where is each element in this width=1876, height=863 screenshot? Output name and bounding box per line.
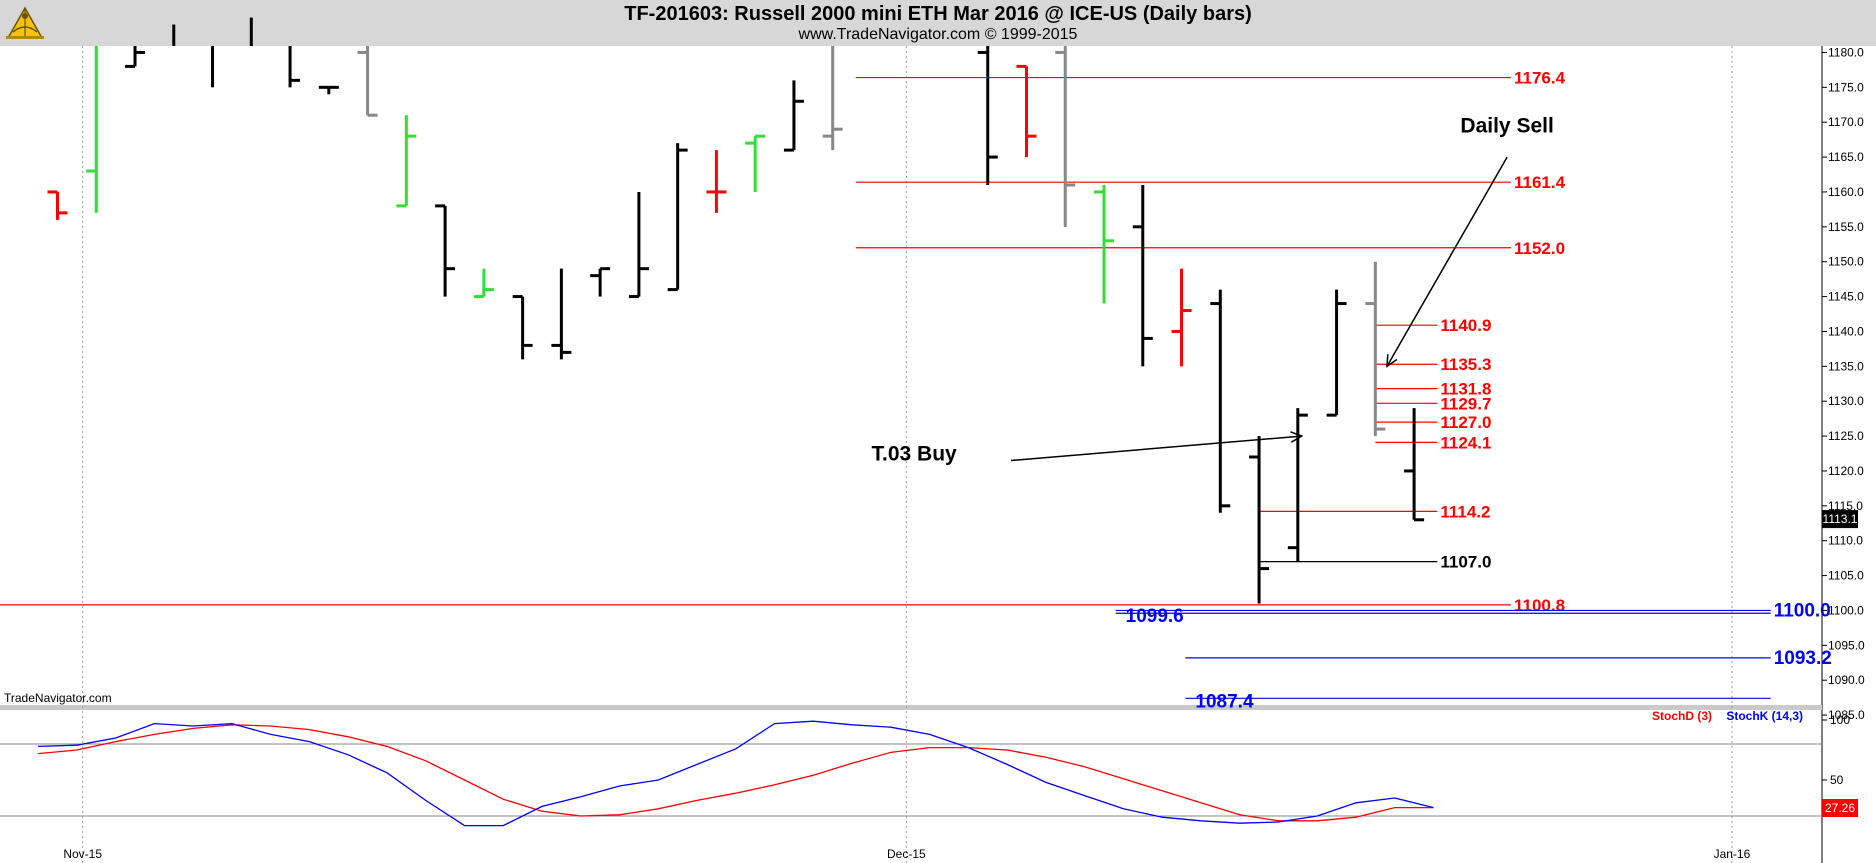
price-tick-label: 1135.0 <box>1828 359 1864 373</box>
current-price-label: 1113.1 <box>1823 512 1858 526</box>
price-level-label: 1087.4 <box>1195 691 1254 712</box>
panel-separator <box>0 705 1822 710</box>
price-tick-label: 1150.0 <box>1828 255 1864 269</box>
annotations: Daily Sell T.03 Buy <box>872 115 1554 466</box>
price-level-label: 1129.7 <box>1440 394 1491 413</box>
stoch-tick-label: 100 <box>1830 713 1850 727</box>
stochastic-reference-lines <box>0 743 1822 817</box>
chart-title: TF-201603: Russell 2000 mini ETH Mar 201… <box>624 3 1252 25</box>
price-tick-label: 1155.0 <box>1828 220 1864 234</box>
sextant-logo-icon <box>6 6 44 39</box>
price-tick-label: 1165.0 <box>1828 150 1864 164</box>
price-level-label: 1152.0 <box>1514 239 1565 258</box>
price-tick-label: 1125.0 <box>1828 429 1864 443</box>
price-tick-label: 1170.0 <box>1828 115 1864 129</box>
price-level-label: 1099.6 <box>1126 606 1184 627</box>
date-tick-label: Jan-16 <box>1714 847 1751 861</box>
price-tick-label: 1115.0 <box>1828 499 1863 513</box>
stoch-current-badge <box>1822 799 1858 817</box>
date-tick-label: Dec-15 <box>887 847 926 861</box>
price-tick-label: 1120.0 <box>1828 464 1864 478</box>
stochastic-axis: 100 50 <box>1822 713 1850 787</box>
price-level-label: 1114.2 <box>1440 502 1490 521</box>
title-bar: TF-201603: Russell 2000 mini ETH Mar 201… <box>0 0 1876 46</box>
price-axis-background <box>1822 46 1876 863</box>
annotation-label: T.03 Buy <box>872 443 958 466</box>
price-tick-label: 1140.0 <box>1828 324 1864 338</box>
price-axis: 1180.0 1175.0 1170.0 1165.0 1160.0 1155.0 1150… <box>1822 45 1865 722</box>
price-tick-label: 1090.0 <box>1828 673 1865 687</box>
price-tick-label: 1110.0 <box>1828 534 1863 548</box>
annotation-arrowhead <box>1386 354 1398 368</box>
price-level-label: 1140.9 <box>1440 316 1491 335</box>
annotation-arrow <box>1386 156 1508 367</box>
stochastic-lines <box>38 720 1434 827</box>
price-tick-label: 1130.0 <box>1828 394 1864 408</box>
ohlc-bars <box>47 17 1425 604</box>
price-tick-label: 1085.0 <box>1828 708 1865 722</box>
date-axis: Nov-15 Dec-15 Jan-16 <box>63 847 1750 861</box>
annotation-label: Daily Sell <box>1460 115 1553 138</box>
price-level-label: 1107.0 <box>1440 553 1491 572</box>
stoch-tick-label: 50 <box>1830 773 1844 787</box>
price-tick-label: 1180.0 <box>1828 45 1864 59</box>
stoch-series-line <box>38 720 1434 827</box>
annotation-arrow <box>1010 435 1302 462</box>
legend-stochd: StochD (3) <box>1652 709 1712 723</box>
price-level-label: 1176.4 <box>1514 69 1566 88</box>
price-level-label: 1100.0 <box>1774 600 1831 621</box>
stoch-series-line <box>38 724 1434 822</box>
price-tick-label: 1095.0 <box>1828 638 1865 652</box>
watermark: TradeNavigator.com <box>4 691 112 705</box>
price-levels: 1176.4 1161.4 1152.0 1140.9 1135.3 1131.81129… <box>0 69 1832 712</box>
stoch-current-label: 27.26 <box>1825 801 1855 815</box>
price-level-label: 1127.0 <box>1440 413 1491 432</box>
price-level-label: 1093.2 <box>1774 648 1832 669</box>
price-level-label: 1124.1 <box>1440 433 1491 452</box>
price-tick-label: 1145.0 <box>1828 290 1864 304</box>
price-level-label: 1135.3 <box>1440 355 1491 374</box>
price-tick-label: 1175.0 <box>1828 80 1864 94</box>
annotation-arrowhead <box>1290 431 1304 443</box>
price-tick-label: 1100.0 <box>1828 603 1864 617</box>
date-tick-label: Nov-15 <box>63 847 102 861</box>
price-tick-label: 1160.0 <box>1828 185 1864 199</box>
price-level-label: 1100.8 <box>1514 596 1565 615</box>
price-level-label: 1161.4 <box>1514 173 1566 192</box>
chart-subtitle: www.TradeNavigator.com © 1999-2015 <box>798 26 1078 43</box>
current-price-badge <box>1822 510 1858 529</box>
price-tick-label: 1105.0 <box>1828 569 1864 583</box>
price-level-label: 1131.8 <box>1440 380 1491 399</box>
legend-stochk: StochK (14,3) <box>1726 709 1803 723</box>
